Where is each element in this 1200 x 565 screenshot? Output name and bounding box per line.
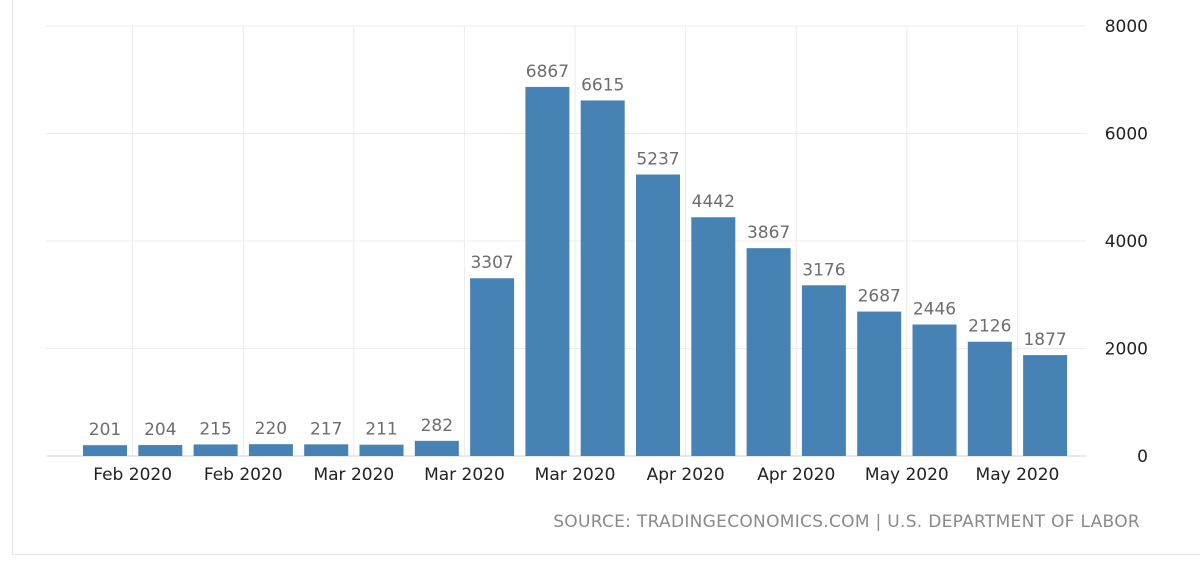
data-label: 2446: [913, 300, 956, 320]
bar: [359, 444, 404, 456]
data-label: 6867: [526, 62, 569, 82]
data-label: 3867: [747, 223, 790, 243]
x-tick-label: Apr 2020: [647, 465, 725, 485]
bar: [193, 444, 238, 456]
x-tick-label: Feb 2020: [93, 465, 172, 485]
bar: [414, 440, 459, 456]
y-tick-label: 4000: [1105, 232, 1148, 252]
data-label: 282: [421, 416, 453, 436]
bar: [691, 217, 736, 456]
bar: [83, 445, 127, 456]
bar: [912, 324, 957, 456]
source-note: SOURCE: TRADINGECONOMICS.COM | U.S. DEPA…: [553, 512, 1140, 532]
bars: [83, 86, 1068, 457]
x-tick-label: Feb 2020: [204, 465, 283, 485]
bar: [138, 445, 183, 456]
x-axis-ticks: Feb 2020 Feb 2020 Mar 2020 Mar 2020 Mar 2020…: [93, 465, 1059, 485]
x-tick-label: May 2020: [976, 465, 1060, 485]
bar: [636, 174, 680, 457]
data-label: 217: [310, 419, 342, 439]
data-label: 2126: [968, 317, 1011, 337]
bar: [248, 444, 293, 456]
y-tick-label: 6000: [1105, 125, 1148, 145]
x-tick-label: Mar 2020: [535, 465, 616, 485]
bar: [304, 444, 349, 456]
data-label: 2687: [858, 287, 901, 307]
data-label: 215: [199, 419, 231, 439]
data-label: 4442: [692, 192, 735, 212]
bar: [967, 341, 1012, 456]
data-labels: 201 204 215 220 217 211 282 3307 6867 6615 5237 444…: [89, 62, 1067, 440]
data-label: 220: [255, 419, 287, 439]
x-tick-label: Apr 2020: [757, 465, 835, 485]
data-label: 204: [144, 420, 176, 440]
x-tick-label: Mar 2020: [313, 465, 394, 485]
x-tick-label: Mar 2020: [424, 465, 505, 485]
y-axis-ticks: 0 2000 4000 6000 8000: [1105, 17, 1148, 467]
y-tick-label: 2000: [1105, 340, 1148, 360]
bar-chart: 201 204 215 220 217 211 282 3307 6867 6615 5237 444…: [46, 17, 1148, 485]
y-tick-label: 8000: [1105, 17, 1148, 37]
bar: [525, 86, 570, 457]
grid-lines: [46, 25, 1086, 457]
bar: [746, 248, 791, 456]
bar: [801, 285, 846, 456]
bar: [580, 100, 625, 456]
x-tick-label: May 2020: [865, 465, 949, 485]
data-label: 1877: [1023, 330, 1066, 350]
data-label: 201: [89, 420, 121, 440]
data-label: 5237: [636, 150, 679, 170]
bar: [470, 278, 515, 456]
chart-frame: 201 204 215 220 217 211 282 3307 6867 6615 5237 444…: [12, 0, 1200, 555]
data-label: 3176: [802, 260, 845, 280]
data-label: 211: [365, 420, 397, 440]
data-label: 6615: [581, 75, 624, 95]
data-label: 3307: [470, 253, 513, 273]
y-tick-label: 0: [1137, 447, 1148, 467]
bar: [857, 311, 902, 456]
bar: [1023, 355, 1068, 456]
